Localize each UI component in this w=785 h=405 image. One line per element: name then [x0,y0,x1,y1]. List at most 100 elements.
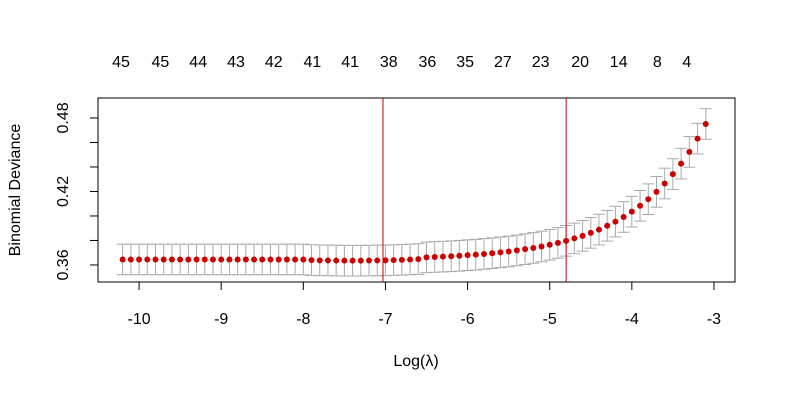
point [481,250,488,257]
point [275,256,282,263]
top-axis-label: 42 [265,54,283,71]
point [267,256,274,263]
point [415,256,422,263]
point [431,254,438,261]
top-axis-label: 38 [380,54,398,71]
point [497,249,504,256]
point [374,257,381,264]
point [193,256,200,263]
top-axis-label: 44 [189,54,207,71]
x-tick-label: -7 [378,311,392,328]
point [456,252,463,259]
point [513,247,520,254]
x-tick-label: -6 [460,311,474,328]
point [538,243,545,250]
point [472,251,479,258]
point [628,208,635,215]
x-tick-label: -3 [707,311,721,328]
point [546,241,553,248]
point [694,135,701,142]
point [554,239,561,246]
point [382,257,389,264]
point [522,246,529,253]
x-tick-label: -9 [214,311,228,328]
point [678,160,685,167]
point [390,257,397,264]
plot-frame [97,97,736,283]
point [201,256,208,263]
point [177,256,184,263]
point [218,256,225,263]
point [686,148,693,155]
point [579,232,586,239]
point [620,213,627,220]
top-axis-label: 45 [112,54,130,71]
y-tick-label: 0.42 [55,176,72,207]
point [423,254,430,261]
point [316,257,323,264]
point [292,256,299,263]
top-axis-label: 35 [456,54,474,71]
x-tick-label: -5 [543,311,557,328]
point [612,218,619,225]
top-axis-label: 8 [653,54,662,71]
top-axis-label: 41 [341,54,359,71]
point [702,120,709,127]
y-tick-label: 0.48 [55,102,72,133]
point [136,256,143,263]
point [530,244,537,251]
point [439,253,446,260]
top-axis-label: 4 [682,54,691,71]
point [119,256,126,263]
point [505,248,512,255]
point [333,257,340,264]
point [448,253,455,260]
point [308,257,315,264]
point [407,256,414,263]
x-tick-label: -10 [128,311,151,328]
point [160,256,167,263]
point [144,256,151,263]
point [300,256,307,263]
y-tick-label: 0.36 [55,249,72,280]
point [251,256,258,263]
point [341,257,348,264]
point [571,235,578,242]
point [168,256,175,263]
point [209,256,216,263]
top-axis-label: 23 [532,54,550,71]
top-axis-label: 43 [227,54,245,71]
point [259,256,266,263]
point [349,257,356,264]
top-axis-label: 36 [418,54,436,71]
top-axis-label: 45 [152,54,170,71]
point [595,226,602,233]
point [563,237,570,244]
x-axis-label: Log(λ) [393,353,438,370]
point [234,256,241,263]
point [637,202,644,209]
point [185,256,192,263]
point [357,257,364,264]
point [242,256,249,263]
y-axis-label: Binomial Deviance [7,124,24,257]
point [152,256,159,263]
point [127,256,134,263]
point [324,257,331,264]
point [587,229,594,236]
top-axis-label: 41 [303,54,321,71]
point [366,257,373,264]
point [398,256,405,263]
point [283,256,290,263]
point [226,256,233,263]
point [645,196,652,203]
point [669,171,676,178]
point [489,250,496,257]
point [661,180,668,187]
top-axis-label: 27 [494,54,512,71]
x-tick-label: -4 [625,311,639,328]
point [464,252,471,259]
top-axis-label: 20 [571,54,589,71]
